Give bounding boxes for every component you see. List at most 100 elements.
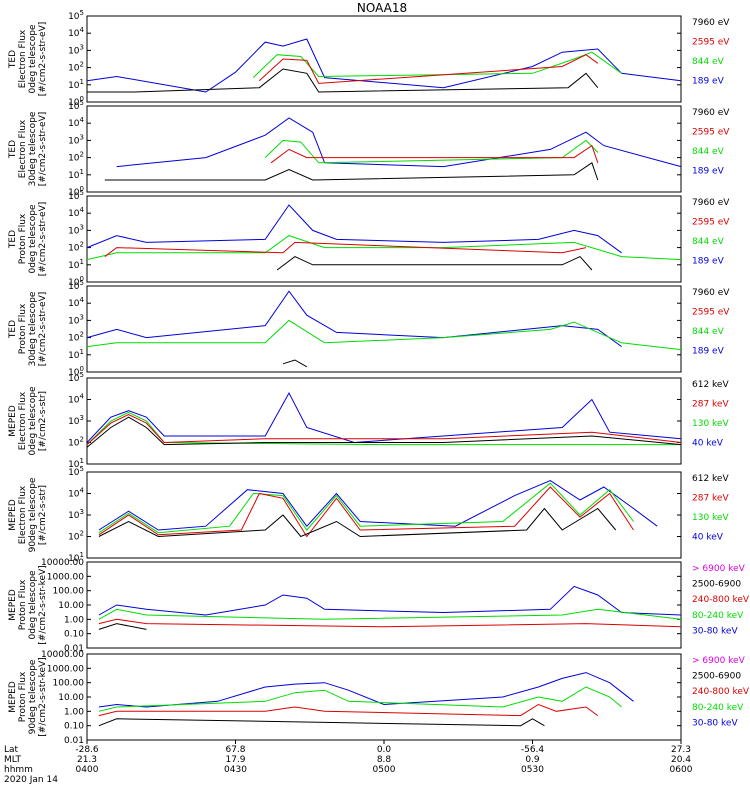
y-axis-label: 0deg telescope [28,570,38,640]
y-axis-label: [#/cm2-s-str-keV] [38,565,48,644]
legend-label: 844 eV [692,327,725,337]
x-tick-mlt: 0.9 [525,755,540,765]
y-axis-label: MEPED [8,681,18,713]
y-axis-label: [#/cm2-s-str-keV] [38,657,48,736]
series-844-ev [86,319,682,351]
legend-label: 612 keV [692,474,729,484]
y-tick-label: 102 [68,151,84,164]
legend-label: 2500-6900 [692,580,741,590]
legend-label: 189 eV [692,77,725,87]
y-tick-label: 101 [68,258,84,271]
chart-title: NOAA18 [357,1,407,15]
y-axis-label: Electron Flux [18,119,28,178]
y-axis-label: Proton Flux [18,213,28,264]
legend-label: 40 keV [692,439,724,449]
y-axis-label: MEPED [8,405,18,437]
y-axis-label: MEPED [8,499,18,531]
legend-label: 2500-6900 [692,672,741,682]
series-612-kev [86,416,682,448]
series-189-ev [86,38,682,93]
legend-label: 80-240 keV [692,611,744,621]
y-tick-label: 104 [68,116,84,129]
x-tick-time: 0500 [373,765,396,775]
y-axis-label: Electron Flux [18,29,28,88]
footer-row-label: Lat [4,745,19,755]
legend-label: 287 keV [692,494,729,504]
y-tick-label: 102 [68,241,84,254]
panel-8: 0.01 0.10 1.00 10.00 100.00 1000.00 10000.00 ME… [8,650,750,746]
y-axis-label: [#/cm2-s-str] [38,485,48,545]
y-tick-label: 104 [68,487,84,500]
series-287-kev [86,413,682,445]
y-axis-label: Proton Flux [18,579,28,630]
legend-label: 240-800 keV [692,595,750,605]
legend-label: 844 eV [692,57,725,67]
y-axis-label: Electron Flux [18,391,28,450]
y-tick-label: 101 [68,78,84,91]
panel-frame [86,561,682,649]
y-axis-label: TED [8,140,18,159]
y-tick-label: 102 [68,331,84,344]
panel-frame [86,285,682,373]
series-40-kev [86,391,682,444]
panel-frame [86,105,682,193]
y-axis-label: Electron Flux [18,485,28,544]
x-tick-mlt: 17.9 [225,755,245,765]
y-axis-label: [#/cm2-s-str-eV] [38,202,48,277]
series-40-kev [98,480,658,531]
y-tick-label: 104 [68,393,84,406]
series-2500-6900 [98,623,147,630]
y-tick-label: 103 [68,414,84,427]
legend-label: 30-80 keV [692,718,738,728]
y-tick-label: 0.01 [64,644,84,654]
x-tick-time: 0530 [521,765,544,775]
y-tick-label: 0.01 [64,736,84,746]
y-axis-label: 0deg telescope [28,204,38,274]
x-tick-time: 0430 [224,765,247,775]
panel-frame [86,471,682,559]
y-axis-label: 90deg telescope [28,659,38,734]
y-tick-label: 10000.00 [41,558,84,568]
series-80-240-kev [98,686,622,712]
legend-label: 189 eV [692,257,725,267]
y-axis-label: [#/cm2-s-str] [38,391,48,451]
series-2595-ev [270,144,599,164]
panel-frame [86,377,682,465]
legend-label: 30-80 keV [692,626,738,636]
series-7960-ev [282,359,308,368]
y-tick-label: 1000.00 [47,664,84,674]
y-axis-label: 30deg telescope [28,291,38,366]
x-tick-lat: 0.0 [377,745,392,755]
panel-frame [86,195,682,283]
legend-label: 240-800 keV [692,687,750,697]
y-axis-label: 0deg telescope [28,24,38,94]
series-2500-6900 [98,718,545,727]
series-130-kev [86,411,681,446]
y-tick-label: 100.00 [53,679,85,689]
x-tick-time: 0600 [670,765,693,775]
series-7960-ev [87,68,599,93]
legend-label: 189 eV [692,167,725,177]
y-tick-label: 10.00 [58,693,84,703]
y-tick-label: 102 [68,436,84,449]
series-7960-ev [104,162,599,181]
y-axis-label: TED [8,320,18,339]
legend-label: 130 keV [692,419,729,429]
series-130-kev [98,482,634,534]
x-tick-lat: -56.4 [521,745,545,755]
x-tick-lat: 27.3 [671,745,691,755]
y-tick-label: 102 [68,530,84,543]
legend-label: 612 keV [692,380,729,390]
x-tick-lat: -28.6 [75,745,99,755]
x-tick-lat: 67.8 [225,745,245,755]
series-7960-ev [276,255,593,271]
y-axis-label: 0deg telescope [28,386,38,456]
y-axis-label: [#/cm2-s-str-eV] [38,22,48,97]
series-2595-ev [258,54,599,84]
y-tick-label: 101 [68,168,84,181]
